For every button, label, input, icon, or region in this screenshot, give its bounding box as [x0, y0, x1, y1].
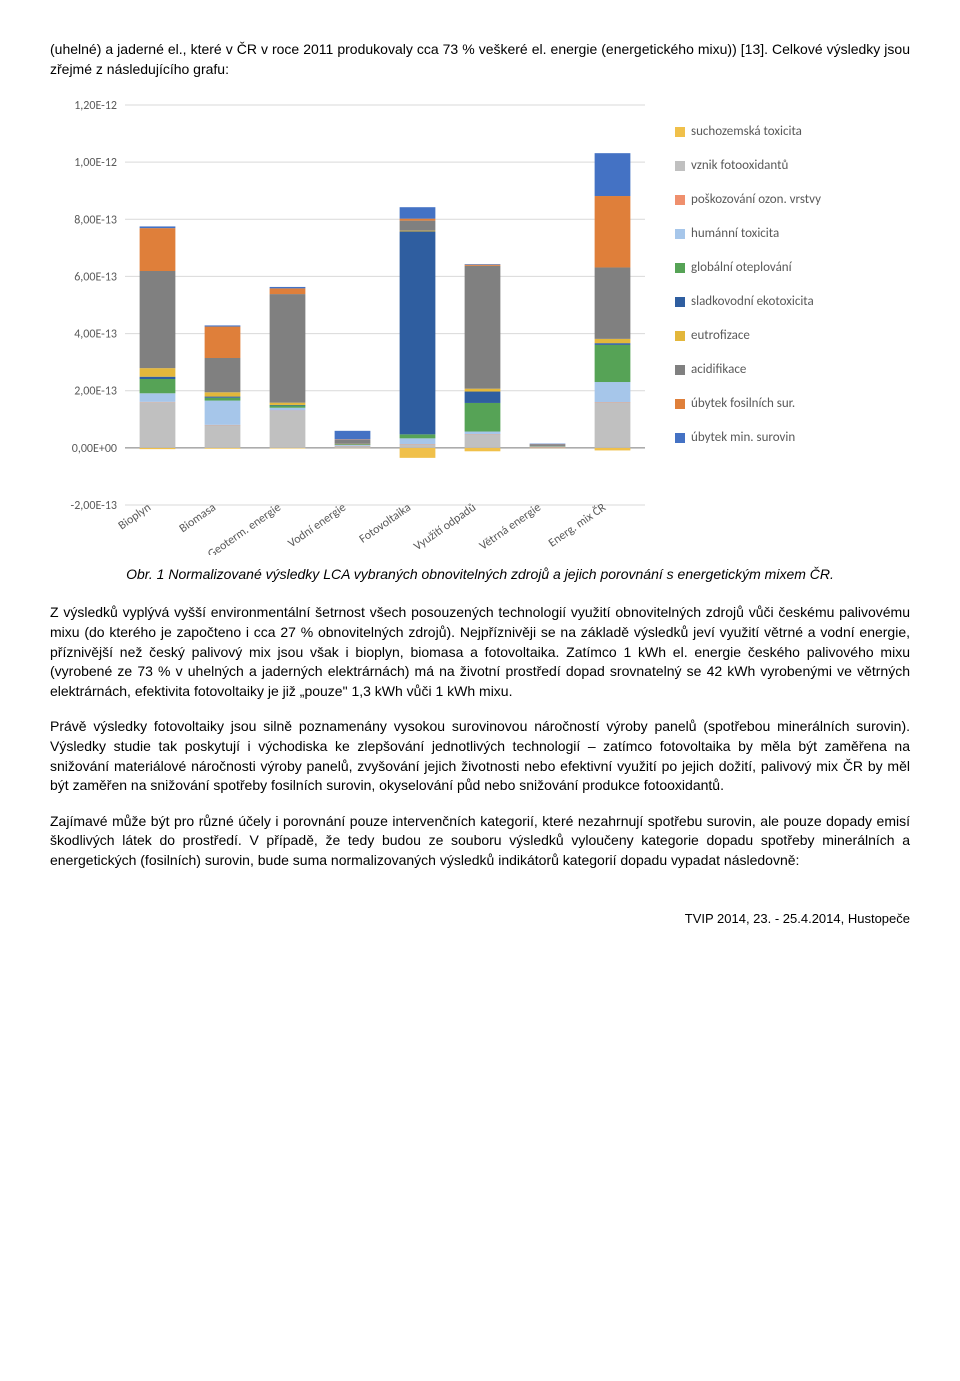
- svg-text:Geoterm. energie: Geoterm. energie: [205, 501, 283, 555]
- caption-body: Normalizované výsledky LCA vybraných obn…: [168, 566, 834, 582]
- intro-paragraph: (uhelné) a jaderné el., které v ČR v roc…: [50, 40, 910, 79]
- svg-text:suchozemská toxicita: suchozemská toxicita: [691, 124, 802, 139]
- svg-text:Biomasa: Biomasa: [177, 501, 219, 536]
- svg-text:Fotovoltaika: Fotovoltaika: [357, 501, 414, 547]
- results-paragraph-1: Z výsledků vyplývá vyšší environmentální…: [50, 603, 910, 701]
- chart-svg: -2,00E-13 0,00E+00 2,00E-13 4,00E-13 6,00E-1…: [50, 95, 870, 555]
- page-footer: TVIP 2014, 23. - 25.4.2014, Hustopeče: [50, 911, 910, 926]
- svg-text:humánní toxicita: humánní toxicita: [691, 226, 779, 241]
- results-paragraph-2: Právě výsledky fotovoltaiky jsou silně p…: [50, 717, 910, 795]
- svg-text:6,00E-13: 6,00E-13: [74, 271, 117, 285]
- svg-text:Bioplyn: Bioplyn: [116, 501, 154, 533]
- svg-text:Vodní energie: Vodní energie: [286, 501, 349, 551]
- svg-text:4,00E-13: 4,00E-13: [74, 328, 117, 342]
- svg-text:Větrná energie: Větrná energie: [477, 501, 544, 554]
- svg-text:-2,00E-13: -2,00E-13: [71, 499, 117, 513]
- svg-text:úbytek fosilních sur.: úbytek fosilních sur.: [691, 396, 795, 411]
- lca-chart: -2,00E-13 0,00E+00 2,00E-13 4,00E-13 6,00E-1…: [50, 95, 870, 555]
- svg-text:0,00E+00: 0,00E+00: [72, 442, 117, 456]
- svg-text:Využití odpadů: Využití odpadů: [411, 501, 478, 554]
- svg-text:8,00E-13: 8,00E-13: [74, 213, 117, 227]
- svg-text:acidifikace: acidifikace: [691, 362, 746, 377]
- caption-prefix: Obr. 1: [126, 566, 168, 582]
- svg-text:vznik fotooxidantů: vznik fotooxidantů: [691, 158, 788, 173]
- svg-text:úbytek min. surovin: úbytek min. surovin: [691, 430, 795, 445]
- figure-caption: Obr. 1 Normalizované výsledky LCA vybran…: [110, 565, 850, 583]
- results-paragraph-3: Zajímavé může být pro různé účely i poro…: [50, 812, 910, 871]
- svg-text:Energ. mix ČR: Energ. mix ČR: [546, 501, 609, 551]
- svg-text:sladkovodní ekotoxicita: sladkovodní ekotoxicita: [691, 294, 814, 309]
- svg-text:eutrofizace: eutrofizace: [691, 328, 750, 343]
- svg-text:poškozování ozon. vrstvy: poškozování ozon. vrstvy: [691, 192, 821, 207]
- svg-text:2,00E-13: 2,00E-13: [74, 385, 117, 399]
- svg-text:globální oteplování: globální oteplování: [691, 260, 793, 275]
- svg-text:1,00E-12: 1,00E-12: [74, 156, 117, 170]
- svg-text:1,20E-12: 1,20E-12: [74, 99, 117, 113]
